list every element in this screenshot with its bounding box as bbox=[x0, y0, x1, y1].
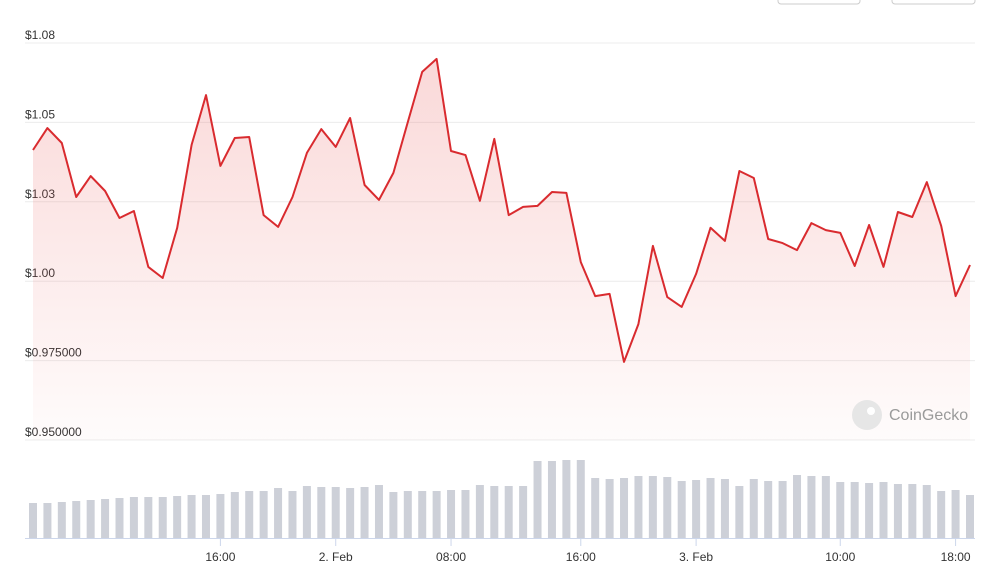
volume-bar bbox=[836, 482, 845, 538]
price-area bbox=[33, 58, 970, 441]
volume-bar bbox=[908, 484, 917, 538]
volume-bar bbox=[29, 503, 37, 538]
volume-bar bbox=[374, 485, 383, 538]
volume-bar bbox=[605, 479, 614, 538]
volume-bar bbox=[951, 490, 960, 538]
volume-bar bbox=[879, 482, 888, 538]
volume-bar bbox=[692, 480, 701, 538]
volume-bar bbox=[562, 460, 571, 538]
volume-bar bbox=[720, 479, 729, 538]
watermark-logo bbox=[852, 400, 882, 430]
volume-bar bbox=[475, 485, 484, 538]
x-tick-label: 16:00 bbox=[205, 550, 235, 564]
plot bbox=[32, 57, 971, 441]
volume-bar bbox=[547, 461, 556, 538]
volume-bar bbox=[490, 486, 499, 538]
volume-bar bbox=[937, 491, 946, 538]
volume-bar bbox=[302, 486, 311, 538]
y-tick-label: $1.05 bbox=[25, 107, 55, 121]
volume-bar bbox=[245, 491, 254, 538]
volume-bar bbox=[850, 482, 859, 538]
volume-bar bbox=[346, 488, 355, 538]
volume-bar bbox=[317, 487, 326, 538]
watermark: CoinGecko bbox=[852, 400, 968, 430]
volume-bar bbox=[504, 486, 513, 538]
volume-bar bbox=[735, 486, 744, 538]
volume-bar bbox=[144, 497, 153, 538]
volume-bar bbox=[620, 478, 629, 538]
volume-bar bbox=[259, 491, 268, 538]
x-axis: 16:00 2. Feb 08:00 16:00 3. Feb 10:00 18:00 bbox=[25, 538, 975, 564]
volume-bar bbox=[72, 501, 81, 538]
volume-bar bbox=[706, 478, 715, 538]
volume-bar bbox=[778, 481, 787, 538]
volume-bar bbox=[389, 492, 398, 538]
volume-bar bbox=[447, 490, 456, 538]
volume-bar bbox=[86, 500, 95, 538]
volume-bar bbox=[807, 476, 816, 538]
volume-bar bbox=[533, 461, 542, 538]
x-tick-label: 18:00 bbox=[941, 550, 971, 564]
volume-bar bbox=[893, 484, 902, 538]
volume-bar bbox=[764, 481, 773, 538]
volume-bars bbox=[29, 460, 974, 538]
volume-bar bbox=[216, 494, 225, 538]
volume-bar bbox=[749, 479, 758, 538]
volume-bar bbox=[129, 497, 138, 538]
volume-bar bbox=[922, 485, 931, 538]
volume-bar bbox=[403, 491, 412, 538]
volume-bar bbox=[634, 476, 643, 538]
x-tick-label: 3. Feb bbox=[679, 550, 713, 564]
volume-bar bbox=[288, 491, 297, 538]
volume-bar bbox=[865, 483, 874, 538]
watermark-text: CoinGecko bbox=[889, 407, 968, 424]
volume-bar bbox=[432, 491, 441, 538]
volume-bar bbox=[793, 475, 802, 538]
volume-bar bbox=[663, 477, 672, 538]
volume-bar bbox=[230, 492, 239, 538]
volume-bar bbox=[576, 460, 585, 538]
range-button[interactable] bbox=[891, 0, 976, 5]
volume-bar bbox=[677, 481, 686, 538]
volume-bar bbox=[591, 478, 600, 538]
volume-bar bbox=[173, 496, 182, 538]
x-tick-label: 16:00 bbox=[566, 550, 596, 564]
volume-bar bbox=[115, 498, 124, 538]
price-line bbox=[32, 57, 971, 363]
volume-bar bbox=[821, 476, 830, 538]
volume-bar bbox=[101, 499, 110, 538]
volume-bar bbox=[43, 503, 52, 538]
watermark-logo-eye bbox=[867, 407, 875, 415]
volume-bar bbox=[158, 497, 167, 538]
volume-bar bbox=[274, 488, 283, 538]
volume-bar bbox=[461, 490, 470, 538]
x-tick-label: 08:00 bbox=[436, 550, 466, 564]
y-tick-label: $1.08 bbox=[25, 28, 55, 42]
volume-bar bbox=[966, 495, 974, 538]
volume-bar bbox=[648, 476, 657, 538]
volume-bar bbox=[360, 487, 369, 538]
volume-bar bbox=[201, 495, 210, 538]
volume-bar bbox=[57, 502, 66, 538]
x-tick-label: 10:00 bbox=[825, 550, 855, 564]
volume-bar bbox=[519, 486, 528, 538]
volume-bar bbox=[187, 495, 196, 538]
volume-bar bbox=[331, 487, 340, 538]
x-tick-label: 2. Feb bbox=[319, 550, 353, 564]
volume-bar bbox=[418, 491, 427, 538]
range-button[interactable] bbox=[777, 0, 861, 5]
